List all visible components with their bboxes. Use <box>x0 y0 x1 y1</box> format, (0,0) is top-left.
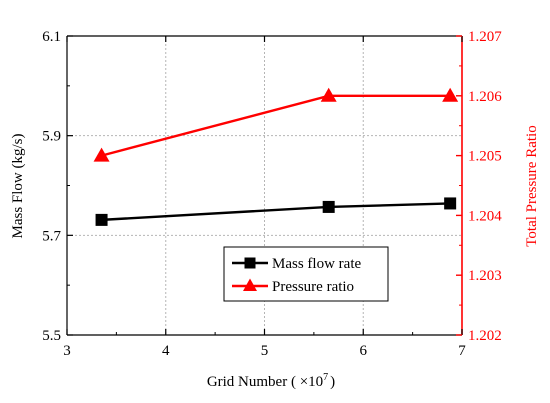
series-layer <box>93 87 459 226</box>
series-line-1 <box>101 94 451 157</box>
legend-mass-flow-marker <box>244 257 256 269</box>
x-tick-label-3: 6 <box>360 343 368 359</box>
x-axis-label-main: Grid Number ( ×10 <box>207 374 323 390</box>
y-left-tick-label-1: 5.7 <box>42 228 61 244</box>
y-right-tick-label-4: 1.206 <box>468 89 502 105</box>
y-left-tick-label-3: 6.1 <box>42 29 61 45</box>
y-right-tick-label-5: 1.207 <box>468 29 502 45</box>
x-axis-label-superscript: 7 <box>323 372 328 383</box>
x-tick-label-0: 3 <box>63 343 71 359</box>
y-axis-label-left: Mass Flow (kg/s) <box>10 133 26 238</box>
y-right-tick-label-1: 1.203 <box>468 268 502 284</box>
series-0-point-1 <box>322 200 335 213</box>
series-1-point-0 <box>93 147 110 162</box>
legend: Mass flow rate Pressure ratio <box>223 246 389 302</box>
tick-labels: 3 4 5 6 7 5.5 5.7 5.9 6.1 1.202 1.203 1.204 1.205 1.2… <box>42 29 502 359</box>
legend-box <box>223 246 389 302</box>
series-0-point-2 <box>444 197 457 210</box>
y-left-tick-label-2: 5.9 <box>42 129 61 145</box>
legend-pressure-label: Pressure ratio <box>272 279 354 295</box>
series-line-0 <box>101 202 451 222</box>
y-left-tick-label-0: 5.5 <box>42 328 61 344</box>
y-axis-label-right: Total Pressure Ratio <box>524 125 540 246</box>
x-tick-label-1: 4 <box>162 343 170 359</box>
series-0-point-0 <box>95 213 108 226</box>
y-right-tick-label-3: 1.205 <box>468 149 502 165</box>
x-axis-label-end: ) <box>330 374 335 390</box>
legend-pressure-marker <box>243 278 257 291</box>
y-right-tick-label-2: 1.204 <box>468 208 502 224</box>
axes <box>66 35 463 336</box>
legend-mass-flow-label: Mass flow rate <box>272 256 361 272</box>
series-1-point-2 <box>442 87 459 102</box>
series-1-point-1 <box>320 87 337 102</box>
x-tick-label-2: 5 <box>261 343 269 359</box>
x-tick-label-4: 7 <box>458 343 466 359</box>
y-right-tick-label-0: 1.202 <box>468 328 502 344</box>
x-axis-label: Grid Number ( ×107) <box>207 372 335 390</box>
